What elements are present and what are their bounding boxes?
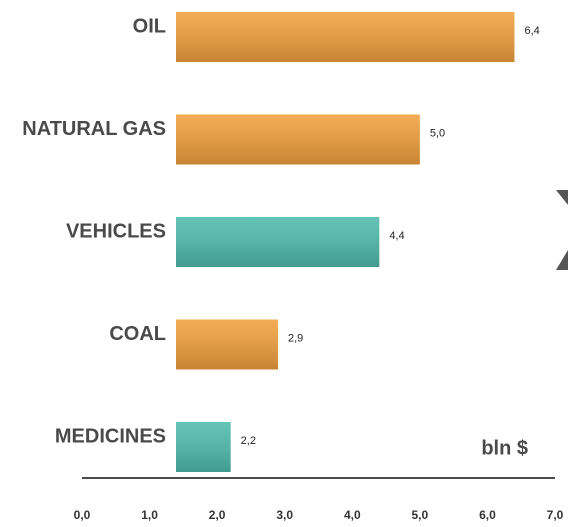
category-label: VEHICLES: [66, 220, 166, 242]
value-label: 5,0: [430, 127, 445, 139]
value-label: 2,9: [288, 332, 303, 344]
bar-shade: [176, 114, 420, 165]
decoration: [556, 190, 568, 270]
x-tick-label: 3,0: [276, 508, 293, 522]
x-tick-label: 4,0: [344, 508, 361, 522]
category-label: NATURAL GAS: [22, 118, 166, 140]
category-label: COAL: [109, 323, 166, 345]
bar-shade: [176, 319, 278, 370]
bar-shade: [176, 12, 515, 62]
x-tick-label: 0,0: [74, 508, 91, 522]
bar-shade: [176, 217, 380, 267]
bar-shade: [176, 422, 231, 472]
category-label: OIL: [133, 15, 166, 37]
x-tick-label: 5,0: [412, 508, 429, 522]
value-label: 4,4: [389, 230, 404, 242]
axis-unit: bln $: [481, 437, 528, 459]
x-tick-label: 1,0: [141, 508, 158, 522]
x-tick-label: 2,0: [209, 508, 226, 522]
value-label: 6,4: [524, 25, 539, 37]
category-label: MEDICINES: [55, 425, 166, 447]
value-label: 2,2: [241, 435, 256, 447]
x-tick-label: 6,0: [479, 508, 496, 522]
x-tick-label: 7,0: [547, 508, 564, 522]
